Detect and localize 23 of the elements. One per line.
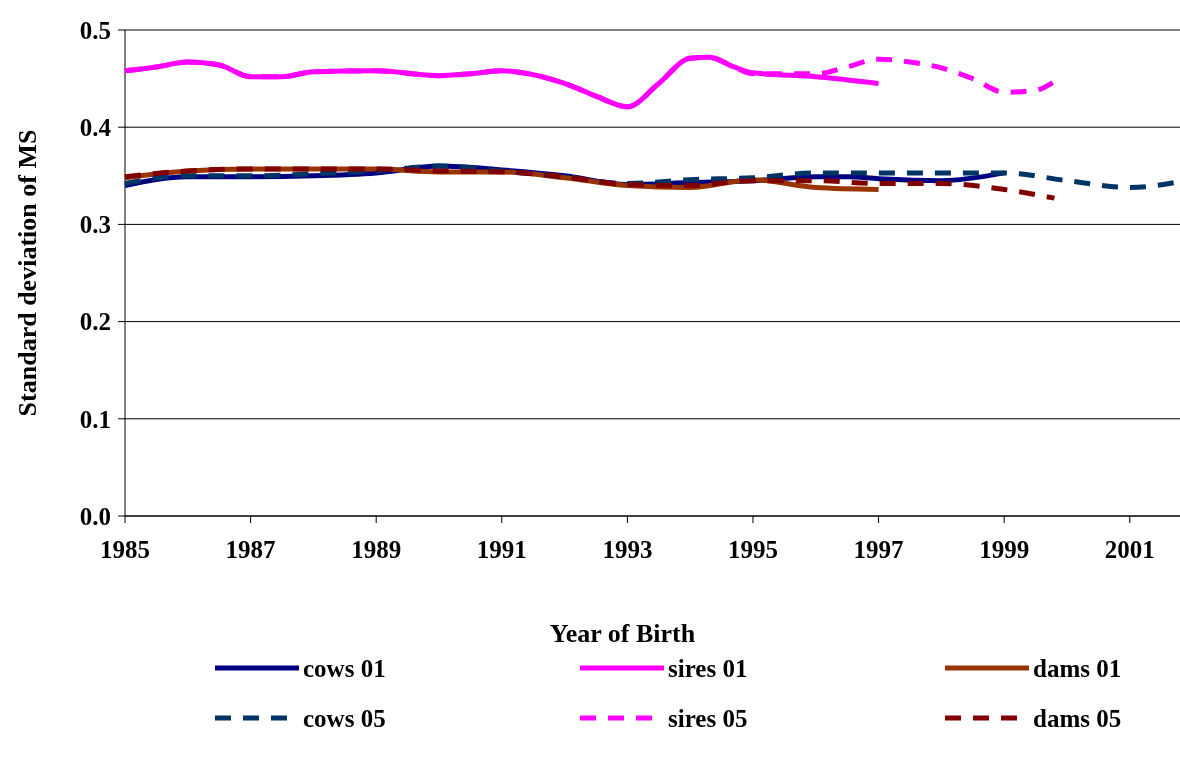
x-tick-label: 1995 bbox=[727, 536, 778, 563]
x-tick-label: 1987 bbox=[225, 536, 276, 563]
legend-label: cows 05 bbox=[303, 704, 386, 732]
y-tick-label: 0.2 bbox=[79, 308, 111, 336]
y-tick-label: 0.4 bbox=[79, 113, 112, 141]
legend-label: dams 01 bbox=[1033, 654, 1122, 682]
x-tick-label: 1997 bbox=[853, 536, 904, 563]
legend-label: dams 05 bbox=[1033, 704, 1122, 732]
y-tick-label: 0.5 bbox=[79, 16, 111, 44]
legend-label: sires 05 bbox=[668, 704, 748, 732]
y-tick-label: 0.1 bbox=[79, 405, 111, 433]
y-tick-label: 0.3 bbox=[79, 211, 111, 239]
legend-label: sires 01 bbox=[668, 654, 748, 682]
x-tick-label: 2001 bbox=[1104, 536, 1155, 563]
x-tick-label: 1985 bbox=[100, 536, 150, 563]
x-tick-label: 1989 bbox=[351, 536, 402, 563]
x-tick-label: 1993 bbox=[602, 536, 653, 563]
legend-label: cows 01 bbox=[303, 654, 386, 682]
x-axis-title: Year of Birth bbox=[549, 619, 696, 648]
y-axis-title: Standard deviation of MS bbox=[13, 129, 42, 417]
x-tick-label: 1999 bbox=[979, 536, 1030, 563]
y-tick-label: 0.0 bbox=[79, 502, 111, 530]
x-tick-label: 1991 bbox=[476, 536, 527, 563]
